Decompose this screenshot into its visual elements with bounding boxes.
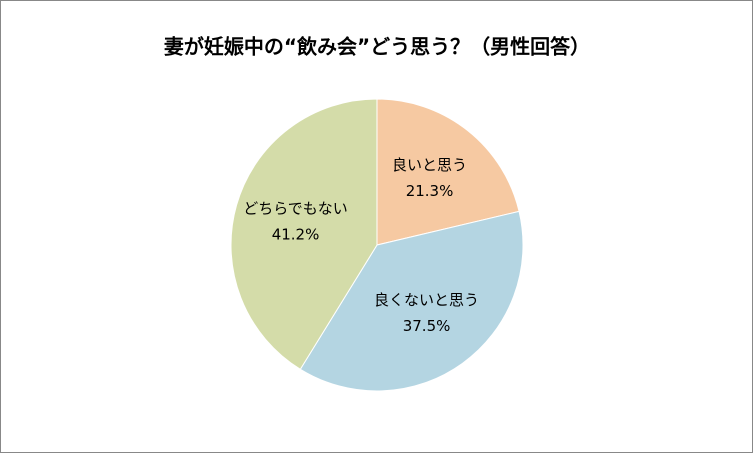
pie-slice	[376, 98, 520, 246]
chart-title: 妻が妊娠中の“飲み会”どう思う？（男性回答）	[164, 35, 590, 59]
slice-label: どちらでもない	[243, 199, 348, 217]
slice-value-label: 37.5%	[403, 317, 451, 335]
slice-label: 良くないと思う	[374, 291, 479, 309]
slice-label: 良いと思う	[392, 156, 467, 174]
slice-value-label: 21.3%	[406, 182, 454, 200]
pie-slice	[230, 98, 378, 370]
slice-value-label: 41.2%	[272, 225, 320, 243]
pie-slice	[299, 210, 524, 392]
